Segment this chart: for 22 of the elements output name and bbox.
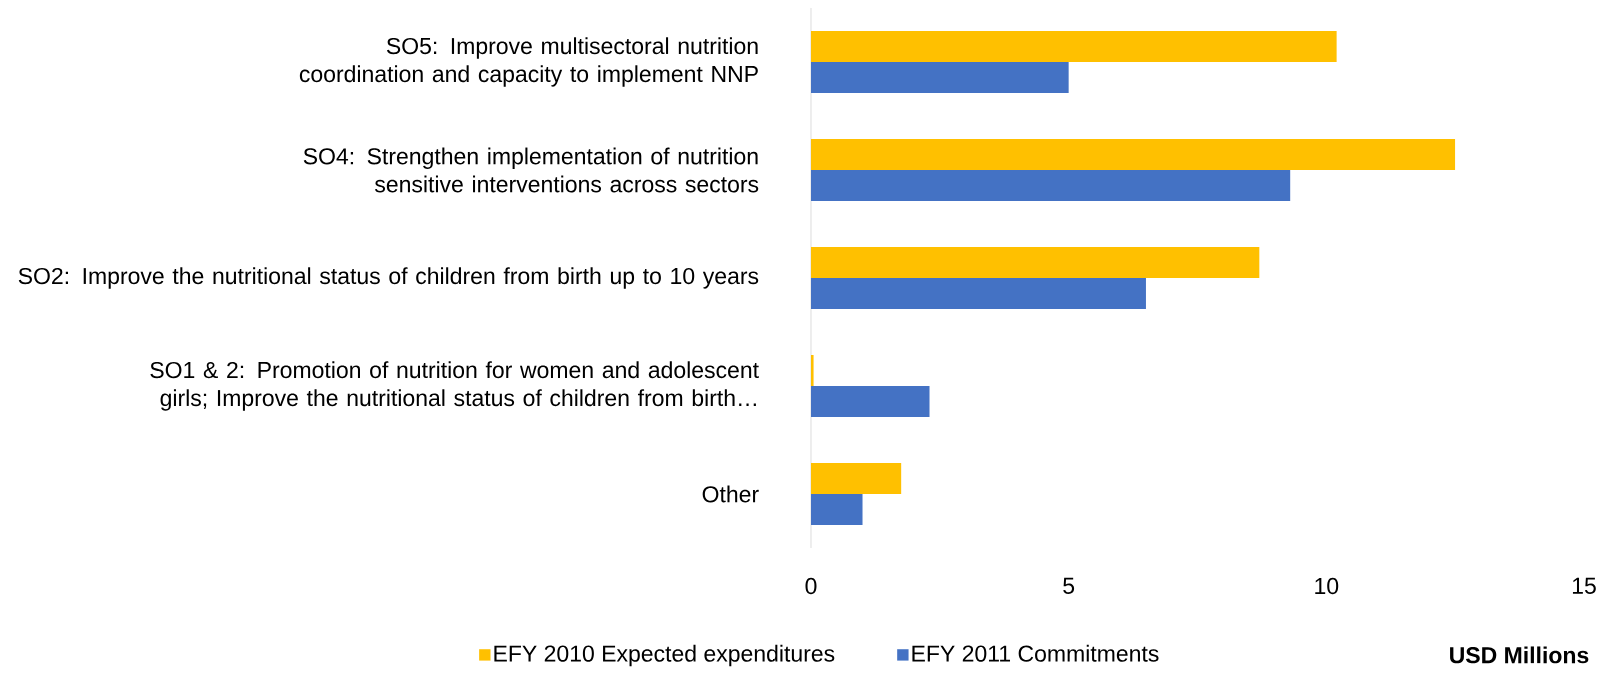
bar xyxy=(810,246,1260,278)
bar xyxy=(810,354,814,386)
legend-label: EFY 2011 Commitments xyxy=(912,644,1159,662)
bar xyxy=(810,277,1146,309)
bar xyxy=(810,170,1291,201)
y-tick-label: Other xyxy=(702,485,759,503)
bar xyxy=(810,493,863,525)
y-tick-label: SO1 & 2: Promotion of nutrition for women and adolescent girls; Improve the nutritional status of children from birth… xyxy=(150,361,759,411)
bar xyxy=(810,31,1337,62)
x-axis-title: USD Millions xyxy=(1450,646,1589,664)
bar xyxy=(810,62,1069,93)
bar xyxy=(810,462,902,494)
y-tick-label: SO2: Improve the nutritional status of children from birth up to 10 years xyxy=(18,267,759,289)
bar xyxy=(810,385,930,417)
bar xyxy=(810,138,1456,170)
y-tick-label: SO4: Strengthen implementation of nutrition sensitive interventions across sectors xyxy=(303,147,759,193)
x-tick-label: 0 xyxy=(805,577,817,595)
legend-label: EFY 2010 Expected expenditures xyxy=(494,644,835,667)
x-tick-label: 10 xyxy=(1315,577,1339,595)
x-tick-label: 5 xyxy=(1063,577,1075,594)
y-tick-label: SO5: Improve multisectoral nutrition coordination and capacity to implement NNP xyxy=(299,37,758,87)
x-tick-label: 15 xyxy=(1572,577,1596,594)
